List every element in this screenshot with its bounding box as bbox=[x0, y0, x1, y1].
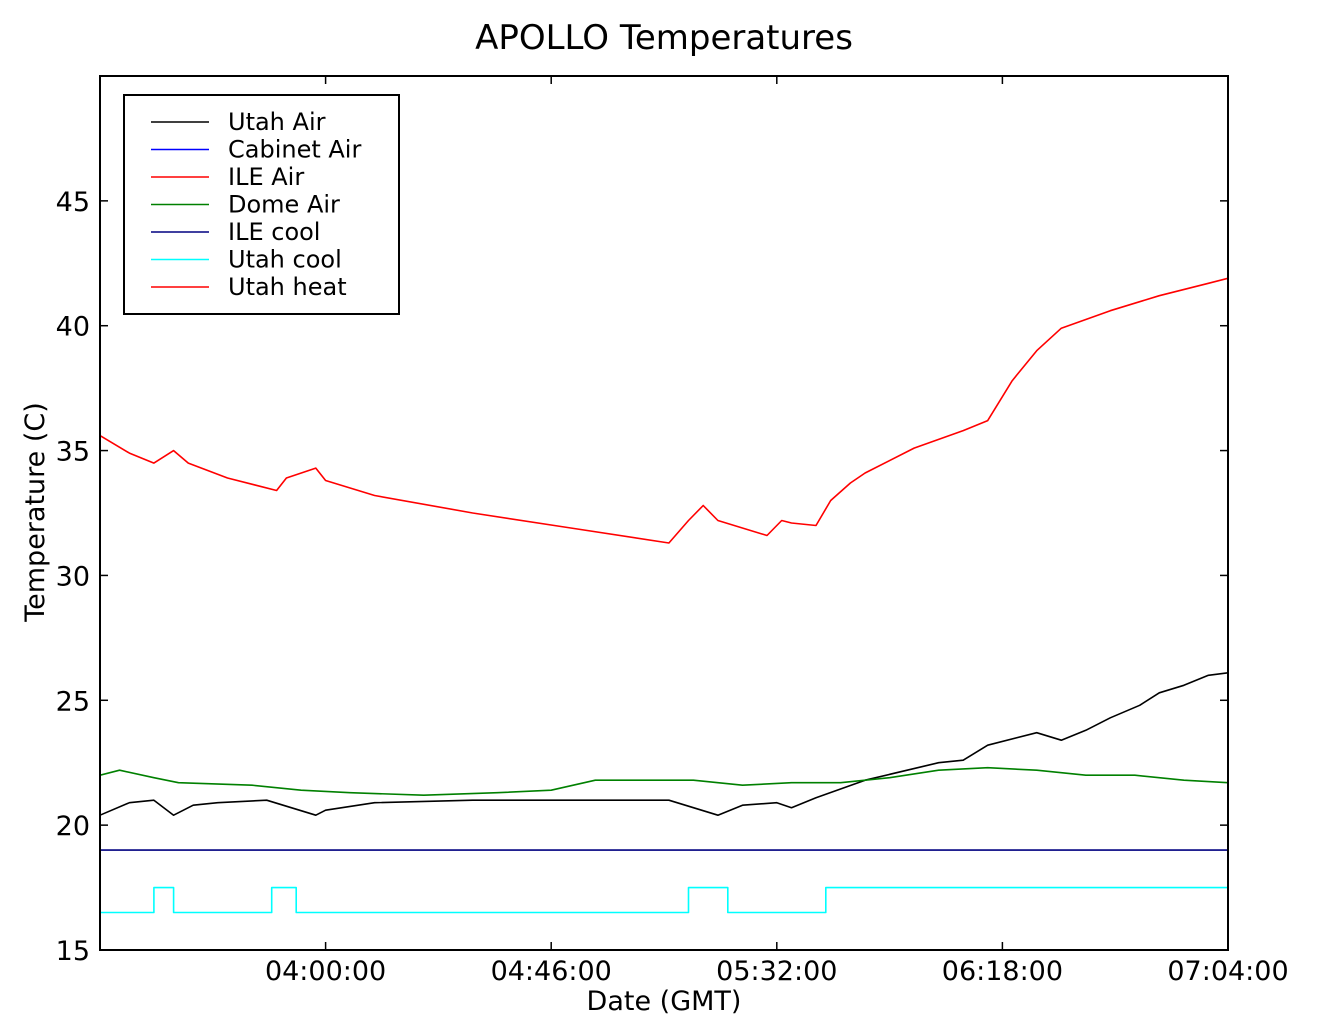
legend-label-utah-heat: Utah heat bbox=[228, 273, 347, 301]
y-tick-label: 15 bbox=[56, 936, 90, 967]
x-tick-label: 04:00:00 bbox=[265, 956, 386, 987]
axis-ticks: 04:00:00 04:46:00 05:32:00 06:18:00 07:04:00… bbox=[56, 76, 1289, 987]
y-tick-label: 45 bbox=[56, 187, 90, 218]
chart-title: APOLLO Temperatures bbox=[475, 18, 853, 58]
legend-label-ile-cool: ILE cool bbox=[228, 218, 320, 246]
x-tick-label: 07:04:00 bbox=[1167, 956, 1288, 987]
y-tick-label: 20 bbox=[56, 811, 90, 842]
x-tick-label: 06:18:00 bbox=[942, 956, 1063, 987]
series-line-utah-air bbox=[100, 672, 1228, 817]
y-tick-label: 30 bbox=[56, 561, 90, 592]
series-line-ile-air bbox=[100, 277, 1228, 544]
legend-label-dome-air: Dome Air bbox=[228, 191, 340, 219]
legend-label-utah-air: Utah Air bbox=[228, 108, 326, 136]
x-tick-label: 05:32:00 bbox=[716, 956, 837, 987]
y-tick-label: 25 bbox=[56, 686, 90, 717]
plot-area bbox=[99, 75, 1229, 951]
x-tick-label: 04:46:00 bbox=[491, 956, 612, 987]
series-line-utah-cool bbox=[100, 886, 1228, 914]
x-axis-label: Date (GMT) bbox=[587, 986, 742, 1017]
series-line-dome-air bbox=[100, 766, 1228, 797]
y-tick-label: 40 bbox=[56, 312, 90, 343]
plot-frame bbox=[99, 75, 1229, 951]
legend-label-utah-cool: Utah cool bbox=[228, 246, 342, 274]
legend-label-cabinet-air: Cabinet Air bbox=[228, 136, 361, 164]
y-tick-label: 35 bbox=[56, 437, 90, 468]
y-axis-label: Temperature (C) bbox=[20, 402, 51, 623]
legend-label-ile-air: ILE Air bbox=[228, 163, 304, 191]
